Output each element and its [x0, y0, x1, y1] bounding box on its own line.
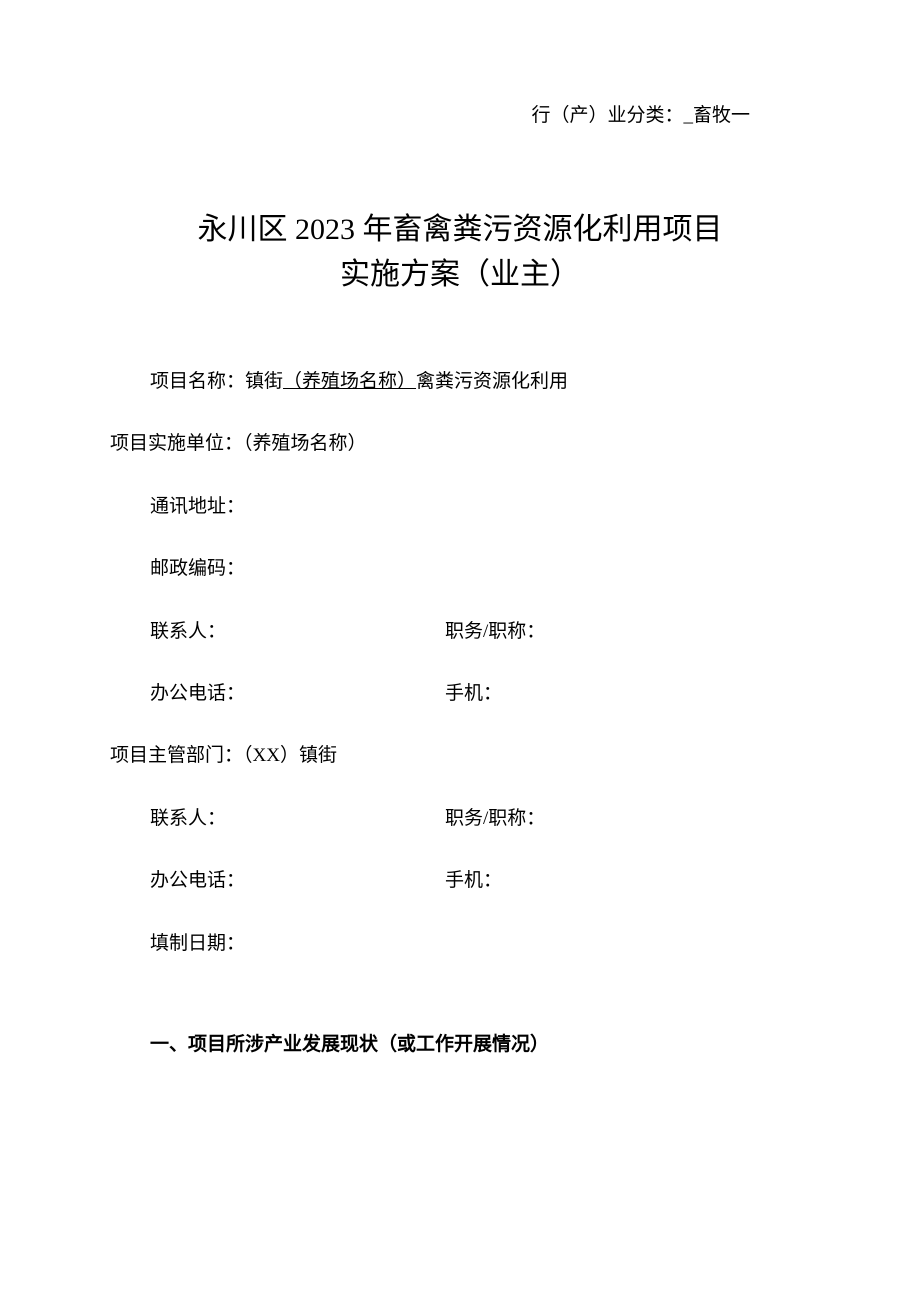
phone-row-2: 办公电话： 手机：: [110, 866, 810, 896]
classification-line: 行（产）业分类：_畜牧一: [110, 100, 810, 127]
mobile-label: 手机：: [445, 679, 810, 709]
title-line-2: 实施方案（业主）: [110, 252, 810, 297]
fill-date-row: 填制日期：: [110, 929, 810, 959]
position2-label: 职务/职称：: [445, 804, 810, 834]
section-heading-1: 一、项目所涉产业发展现状（或工作开展情况）: [110, 1029, 810, 1056]
mobile2-label: 手机：: [445, 866, 810, 896]
document-page: 行（产）业分类：_畜牧一 永川区 2023 年畜禽粪污资源化利用项目 实施方案（…: [0, 0, 920, 1116]
contact-label: 联系人：: [150, 617, 445, 647]
project-name-underlined: （养殖场名称）: [283, 371, 416, 392]
office-phone2-label: 办公电话：: [150, 866, 445, 896]
title-line-1: 永川区 2023 年畜禽粪污资源化利用项目: [110, 207, 810, 252]
impl-unit-row: 项目实施单位：（养殖场名称）: [110, 429, 810, 459]
contact2-label: 联系人：: [150, 804, 445, 834]
fill-date-label: 填制日期：: [150, 933, 245, 954]
title-block: 永川区 2023 年畜禽粪污资源化利用项目 实施方案（业主）: [110, 207, 810, 297]
project-name-row: 项目名称：镇街（养殖场名称）禽粪污资源化利用: [110, 367, 810, 397]
contact-row-2: 联系人： 职务/职称：: [110, 804, 810, 834]
supervisor-label: 项目主管部门：（XX）镇街: [110, 745, 337, 766]
section-heading-text: 一、项目所涉产业发展现状（或工作开展情况）: [150, 1034, 549, 1055]
contact-row-1: 联系人： 职务/职称：: [110, 617, 810, 647]
project-name-suffix: 禽粪污资源化利用: [416, 371, 568, 392]
postal-row: 邮政编码：: [110, 554, 810, 584]
project-name-label: 项目名称：镇街: [150, 371, 283, 392]
impl-unit-label: 项目实施单位：（养殖场名称）: [110, 433, 367, 454]
position-label: 职务/职称：: [445, 617, 810, 647]
address-row: 通讯地址：: [110, 492, 810, 522]
phone-row-1: 办公电话： 手机：: [110, 679, 810, 709]
address-label: 通讯地址：: [150, 496, 245, 517]
classification-text: 行（产）业分类：_畜牧一: [531, 105, 750, 126]
postal-label: 邮政编码：: [150, 558, 245, 579]
supervisor-row: 项目主管部门：（XX）镇街: [110, 741, 810, 771]
office-phone-label: 办公电话：: [150, 679, 445, 709]
